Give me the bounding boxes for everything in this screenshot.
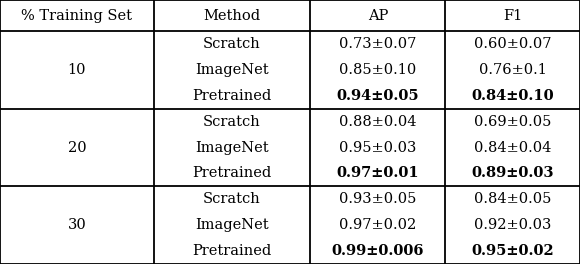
Text: 10: 10 xyxy=(68,63,86,77)
Text: 0.84±0.05: 0.84±0.05 xyxy=(474,192,552,206)
Text: 0.85±0.10: 0.85±0.10 xyxy=(339,63,416,77)
Text: 20: 20 xyxy=(67,140,86,155)
Text: 0.93±0.05: 0.93±0.05 xyxy=(339,192,416,206)
Text: 0.76±0.1: 0.76±0.1 xyxy=(478,63,547,77)
Text: Scratch: Scratch xyxy=(203,37,261,51)
Text: ImageNet: ImageNet xyxy=(195,140,269,155)
Text: Pretrained: Pretrained xyxy=(193,89,271,103)
Text: 0.88±0.04: 0.88±0.04 xyxy=(339,115,416,129)
Text: 0.97±0.02: 0.97±0.02 xyxy=(339,218,416,232)
Text: 0.92±0.03: 0.92±0.03 xyxy=(474,218,552,232)
Text: 0.89±0.03: 0.89±0.03 xyxy=(472,166,554,181)
Text: AP: AP xyxy=(368,8,388,23)
Text: 0.84±0.04: 0.84±0.04 xyxy=(474,140,552,155)
Text: 0.95±0.02: 0.95±0.02 xyxy=(472,244,554,258)
Text: ImageNet: ImageNet xyxy=(195,218,269,232)
Text: 30: 30 xyxy=(67,218,86,232)
Text: F1: F1 xyxy=(503,8,523,23)
Text: 0.73±0.07: 0.73±0.07 xyxy=(339,37,416,51)
Text: % Training Set: % Training Set xyxy=(21,8,132,23)
Text: 0.69±0.05: 0.69±0.05 xyxy=(474,115,552,129)
Text: 0.95±0.03: 0.95±0.03 xyxy=(339,140,416,155)
Text: Pretrained: Pretrained xyxy=(193,166,271,181)
Text: Method: Method xyxy=(204,8,260,23)
Text: 0.94±0.05: 0.94±0.05 xyxy=(336,89,419,103)
Text: 0.99±0.006: 0.99±0.006 xyxy=(332,244,424,258)
Text: Pretrained: Pretrained xyxy=(193,244,271,258)
Text: ImageNet: ImageNet xyxy=(195,63,269,77)
Text: Scratch: Scratch xyxy=(203,192,261,206)
Text: Scratch: Scratch xyxy=(203,115,261,129)
Text: 0.84±0.10: 0.84±0.10 xyxy=(472,89,554,103)
Text: 0.97±0.01: 0.97±0.01 xyxy=(336,166,419,181)
Text: 0.60±0.07: 0.60±0.07 xyxy=(474,37,552,51)
